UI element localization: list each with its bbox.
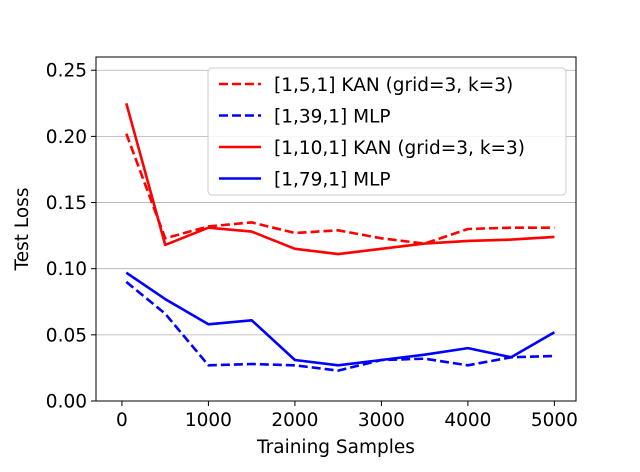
legend-label: [1,10,1] KAN (grid=3, k=3) (274, 138, 525, 159)
y-axis: 0.00 0.05 0.10 0.15 0.20 0.25 (46, 61, 96, 413)
legend: [1,5,1] KAN (grid=3, k=3) [1,39,1] MLP [1,… (207, 67, 567, 196)
y-tick-label: 0.20 (46, 127, 87, 148)
series-line (125, 102, 555, 256)
y-tick-label: 0.05 (46, 325, 87, 346)
x-tick-label: 2000 (271, 410, 318, 431)
x-axis: 0 1000 2000 3000 4000 5000 (116, 401, 578, 431)
y-tick-label: 0.00 (46, 392, 87, 413)
y-axis-title: Test Loss (12, 188, 33, 272)
x-tick-label: 3000 (358, 410, 405, 431)
x-tick-label: 1000 (185, 410, 232, 431)
series-layer (125, 102, 556, 372)
series-line (125, 271, 556, 367)
plot-frame (95, 56, 577, 402)
x-tick-label: 4000 (444, 410, 491, 431)
series-line (125, 133, 555, 245)
x-axis-title: Training Samples (256, 437, 415, 458)
series-line (125, 280, 555, 372)
legend-label: [1,5,1] KAN (grid=3, k=3) (274, 75, 513, 96)
legend-box (207, 67, 567, 196)
y-tick-label: 0.15 (46, 193, 87, 214)
legend-label: [1,39,1] MLP (274, 107, 391, 128)
x-tick-label: 0 (116, 410, 128, 431)
x-tick-label: 5000 (531, 410, 578, 431)
legend-label: [1,79,1] MLP (274, 170, 391, 191)
y-tick-label: 0.10 (46, 259, 87, 280)
y-tick-label: 0.25 (46, 61, 87, 82)
